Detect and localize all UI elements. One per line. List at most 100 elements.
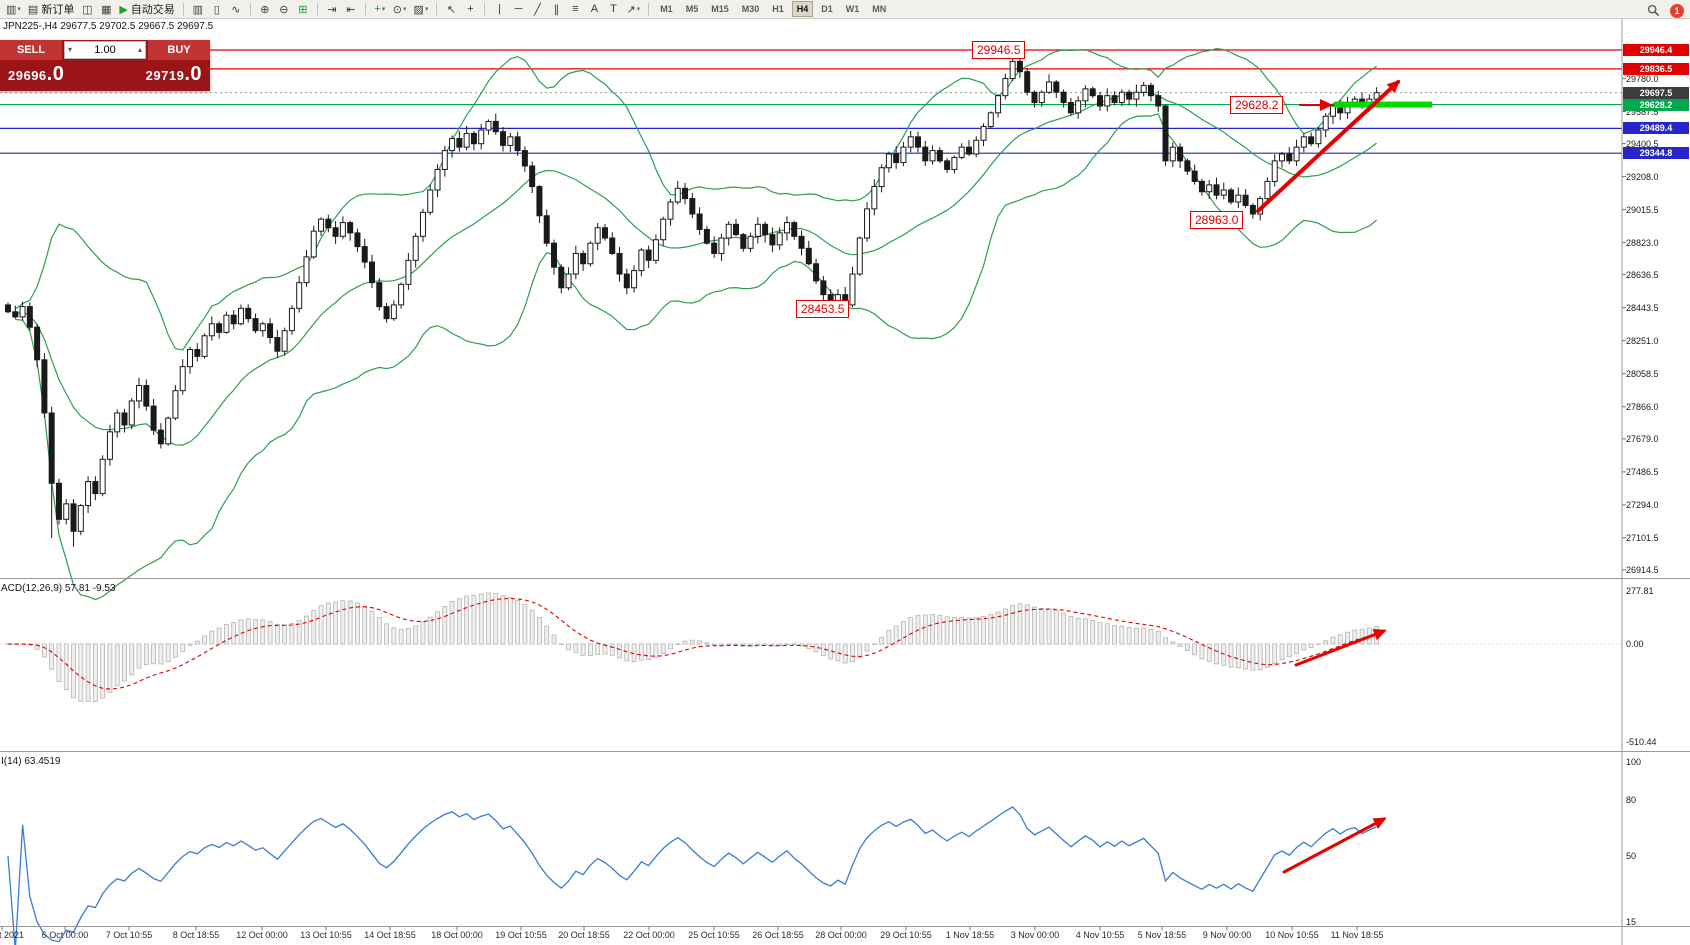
trend-arrow[interactable] — [1294, 629, 1387, 667]
timeframe-button-m1[interactable]: M1 — [660, 4, 673, 14]
candle-body — [478, 129, 485, 145]
price-annotation-box[interactable]: 28963.0 — [1190, 211, 1244, 229]
candle-body — [1235, 194, 1242, 203]
zoom-in-icon[interactable]: ⊕ — [260, 3, 270, 16]
macd-histogram-bar — [1090, 619, 1096, 645]
candle-body — [1104, 95, 1111, 107]
macd-histogram-bar — [260, 619, 266, 645]
macd-histogram-bar — [1053, 610, 1059, 645]
horizontal-line-icon[interactable]: ─ — [514, 3, 523, 15]
macd-histogram-bar — [558, 643, 564, 645]
sell-price[interactable]: 29696.0 — [8, 63, 65, 85]
auto-scroll-icon[interactable]: ⇥ — [327, 3, 337, 16]
toolbar-separator — [436, 2, 438, 16]
macd-histogram-bar — [442, 605, 448, 645]
macd-histogram-bar — [1134, 627, 1139, 645]
macd-histogram-bar — [879, 636, 884, 645]
timeframe-button-m5[interactable]: M5 — [685, 4, 699, 14]
timeframe-button-w1[interactable]: W1 — [845, 4, 860, 14]
chart-window-icon[interactable]: ▥ ▾ — [6, 3, 21, 16]
channel-icon[interactable]: ∥ — [553, 3, 560, 16]
timeframe-button-m30[interactable]: M30 — [741, 4, 760, 14]
timeframe-button-h4[interactable]: H4 — [791, 1, 814, 17]
chart-shift-icon[interactable]: ⇤ — [346, 3, 356, 16]
candle-body — [1075, 100, 1082, 114]
price-annotation-box[interactable]: 28453.5 — [796, 300, 850, 318]
price-annotation-box[interactable]: 29628.2 — [1230, 96, 1284, 114]
macd-histogram-bar — [209, 630, 215, 645]
volume-input[interactable]: ▾ 1.00 ▴ — [64, 41, 146, 59]
fibonacci-icon[interactable]: ≡ — [572, 3, 579, 15]
terminal-window-icon[interactable]: ▦ — [101, 3, 112, 16]
candle-body — [689, 198, 696, 215]
arrows-tool-icon[interactable]: ↗ ▾ — [626, 3, 641, 16]
sell-button[interactable]: SELL — [0, 40, 62, 60]
macd-histogram-bar — [34, 643, 40, 650]
candle-body — [136, 385, 143, 402]
volume-increase-button[interactable]: ▴ — [137, 45, 142, 54]
candle-body — [601, 227, 608, 239]
vertical-line-icon[interactable]: | — [498, 3, 501, 15]
trend-arrow[interactable] — [1282, 817, 1387, 874]
macd-histogram-bar — [107, 643, 113, 693]
macd-histogram-bar — [1126, 627, 1132, 645]
candle-body — [907, 136, 914, 148]
macd-histogram-bar — [398, 628, 404, 645]
time-axis-label: 28 Oct 00:00 — [815, 930, 867, 940]
toolbar-right-group: 1 — [1644, 2, 1684, 19]
crosshair-icon[interactable]: + — [467, 3, 474, 15]
toolbar-separator — [316, 2, 318, 16]
candle-body — [26, 306, 33, 328]
timeframe-button-m15[interactable]: M15 — [711, 4, 729, 14]
periods-icon[interactable]: ⊙ ▾ — [392, 3, 407, 16]
timeframe-button-mn[interactable]: MN — [872, 4, 887, 14]
search-icon[interactable] — [1644, 2, 1663, 19]
price-tag: 29628.2 — [1623, 98, 1689, 111]
macd-histogram-bar — [282, 624, 288, 645]
volume-decrease-button[interactable]: ▾ — [68, 45, 73, 54]
macd-histogram-bar — [1039, 607, 1045, 645]
macd-histogram-bar — [660, 643, 666, 654]
timeframe-button-h1[interactable]: H1 — [772, 4, 784, 14]
indicators-icon[interactable]: + ▾ — [374, 3, 386, 15]
macd-histogram-bar — [966, 617, 972, 645]
price-axis-label: 26914.5 — [1626, 564, 1659, 575]
tile-windows-icon[interactable]: ⊞ — [298, 3, 308, 16]
new-order-button[interactable]: ▤ 新订单 — [27, 3, 75, 17]
macd-histogram-bar — [471, 594, 477, 645]
data-window-icon[interactable]: ◫ — [82, 3, 93, 16]
notification-badge[interactable]: 1 — [1670, 3, 1684, 18]
candle-body — [1206, 184, 1213, 193]
bars-chart-icon[interactable]: ▥ — [192, 3, 203, 16]
zoom-out-icon[interactable]: ⊖ — [279, 3, 289, 16]
templates-icon[interactable]: ▨ ▾ — [413, 3, 429, 16]
candle-body — [580, 252, 587, 265]
candle-body — [674, 187, 681, 203]
price-annotation-box[interactable]: 29946.5 — [972, 41, 1026, 59]
candle-body — [733, 223, 739, 236]
candle-body — [41, 359, 48, 414]
macd-histogram-bar — [405, 628, 411, 645]
rsi-scale-label: 15 — [1626, 917, 1637, 927]
trend-arrow[interactable] — [1256, 79, 1401, 213]
candle-body — [441, 150, 448, 170]
candle-body — [711, 242, 718, 254]
price-axis-label: 28823.0 — [1626, 237, 1659, 248]
buy-button[interactable]: BUY — [148, 40, 210, 60]
candle-body — [194, 349, 201, 357]
text-icon[interactable]: A — [590, 3, 599, 15]
label-icon[interactable]: T — [610, 3, 617, 15]
trendline-icon[interactable]: ╱ — [534, 3, 541, 16]
candles-chart-icon[interactable]: ▯ — [213, 3, 220, 16]
line-chart-icon[interactable]: ∿ — [231, 3, 241, 16]
candle-body — [980, 126, 987, 141]
candle-body — [172, 390, 179, 419]
macd-histogram-bar — [937, 614, 943, 645]
chart-canvas[interactable] — [0, 19, 1690, 945]
auto-trading-button[interactable]: ▶ 自动交易 — [119, 3, 175, 17]
macd-histogram-bar — [871, 643, 877, 645]
support-highlight-bar[interactable] — [1334, 101, 1432, 108]
timeframe-button-d1[interactable]: D1 — [821, 4, 833, 14]
cursor-icon[interactable]: ↖ — [446, 3, 457, 16]
buy-price[interactable]: 29719.0 — [145, 63, 202, 85]
